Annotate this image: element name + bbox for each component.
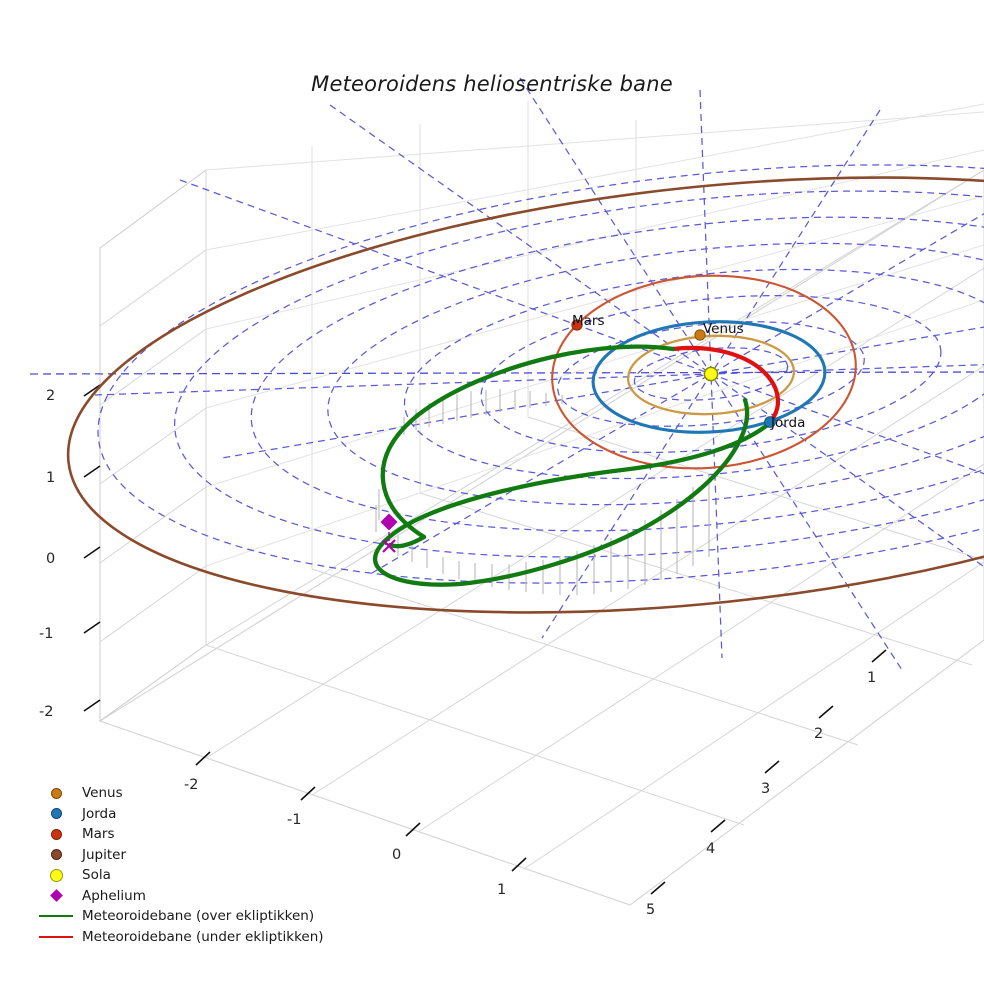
ecliptic-reference-line bbox=[29, 371, 984, 375]
y-tick-label: 3 bbox=[761, 781, 771, 797]
legend-item-aphelium[interactable]: Aphelium bbox=[30, 886, 330, 907]
x-tick-label: 0 bbox=[392, 847, 402, 863]
legend-item-jorda[interactable]: Jorda bbox=[30, 804, 330, 825]
meteoroid-drop-stems bbox=[375, 389, 710, 595]
legend-item-orbit-below[interactable]: Meteoroidebane (under ekliptikken) bbox=[30, 927, 330, 948]
legend-label: Venus bbox=[82, 785, 123, 802]
z-tick-label: -1 bbox=[39, 626, 54, 642]
legend-label: Sola bbox=[82, 867, 111, 884]
aphelion-marker bbox=[380, 513, 398, 531]
x-tick-label: -1 bbox=[287, 812, 302, 828]
meteoroid-orbit-above-ecliptic bbox=[373, 344, 773, 587]
y-tick-label: 4 bbox=[706, 841, 716, 857]
mars-dot-icon bbox=[30, 828, 82, 840]
jupiter-dot-icon bbox=[30, 849, 82, 861]
legend-label: Jorda bbox=[82, 805, 117, 822]
y-tick-label: 5 bbox=[646, 902, 656, 918]
mars-label: Mars bbox=[572, 313, 605, 329]
earth-label: Jorda bbox=[771, 415, 806, 431]
venus-marker bbox=[694, 329, 706, 341]
aphelion-diamond-icon bbox=[30, 889, 82, 903]
z-tick-label: 1 bbox=[46, 470, 56, 486]
legend-label: Meteoroidebane (under ekliptikken) bbox=[82, 928, 324, 945]
legend-label: Mars bbox=[82, 826, 115, 843]
earth-orbit bbox=[591, 320, 827, 434]
legend-item-sola[interactable]: Sola bbox=[30, 865, 330, 886]
legend-item-jupiter[interactable]: Jupiter bbox=[30, 845, 330, 866]
venus-orbit bbox=[626, 334, 796, 416]
sun-dot-icon bbox=[30, 868, 82, 882]
z-tick-label: 2 bbox=[46, 388, 56, 404]
y-tick-label: 2 bbox=[814, 726, 824, 742]
jupiter-orbit bbox=[66, 176, 984, 614]
legend-item-mars[interactable]: Mars bbox=[30, 824, 330, 845]
chart-legend: Venus Jorda Mars Jupiter Sola bbox=[30, 783, 330, 947]
mars-marker bbox=[571, 319, 583, 331]
legend-label: Jupiter bbox=[82, 846, 127, 863]
axes-3d-box bbox=[98, 101, 984, 906]
earth-marker bbox=[764, 416, 776, 428]
x-tick-label: 1 bbox=[497, 882, 507, 898]
venus-dot-icon bbox=[30, 787, 82, 799]
x-tick-label: -2 bbox=[184, 777, 199, 793]
chart-title: Meteoroidens heliosentriske bane bbox=[311, 72, 673, 96]
legend-label: Aphelium bbox=[82, 887, 146, 904]
earth-dot-icon bbox=[30, 808, 82, 820]
y-tick-label: 1 bbox=[867, 670, 877, 686]
sun-marker bbox=[703, 366, 719, 382]
red-line-icon bbox=[30, 935, 82, 938]
axis-ticks bbox=[83, 384, 887, 895]
venus-label: Venus bbox=[703, 321, 744, 337]
z-tick-label: -2 bbox=[39, 704, 54, 720]
legend-item-orbit-above[interactable]: Meteoroidebane (over ekliptikken) bbox=[30, 906, 330, 927]
meteoroid-orbit-below-ecliptic bbox=[670, 345, 780, 425]
z-tick-label: 0 bbox=[46, 551, 56, 567]
mars-orbit bbox=[551, 274, 857, 470]
legend-label: Meteoroidebane (over ekliptikken) bbox=[82, 908, 315, 925]
green-line-icon bbox=[30, 915, 82, 918]
legend-item-venus[interactable]: Venus bbox=[30, 783, 330, 804]
